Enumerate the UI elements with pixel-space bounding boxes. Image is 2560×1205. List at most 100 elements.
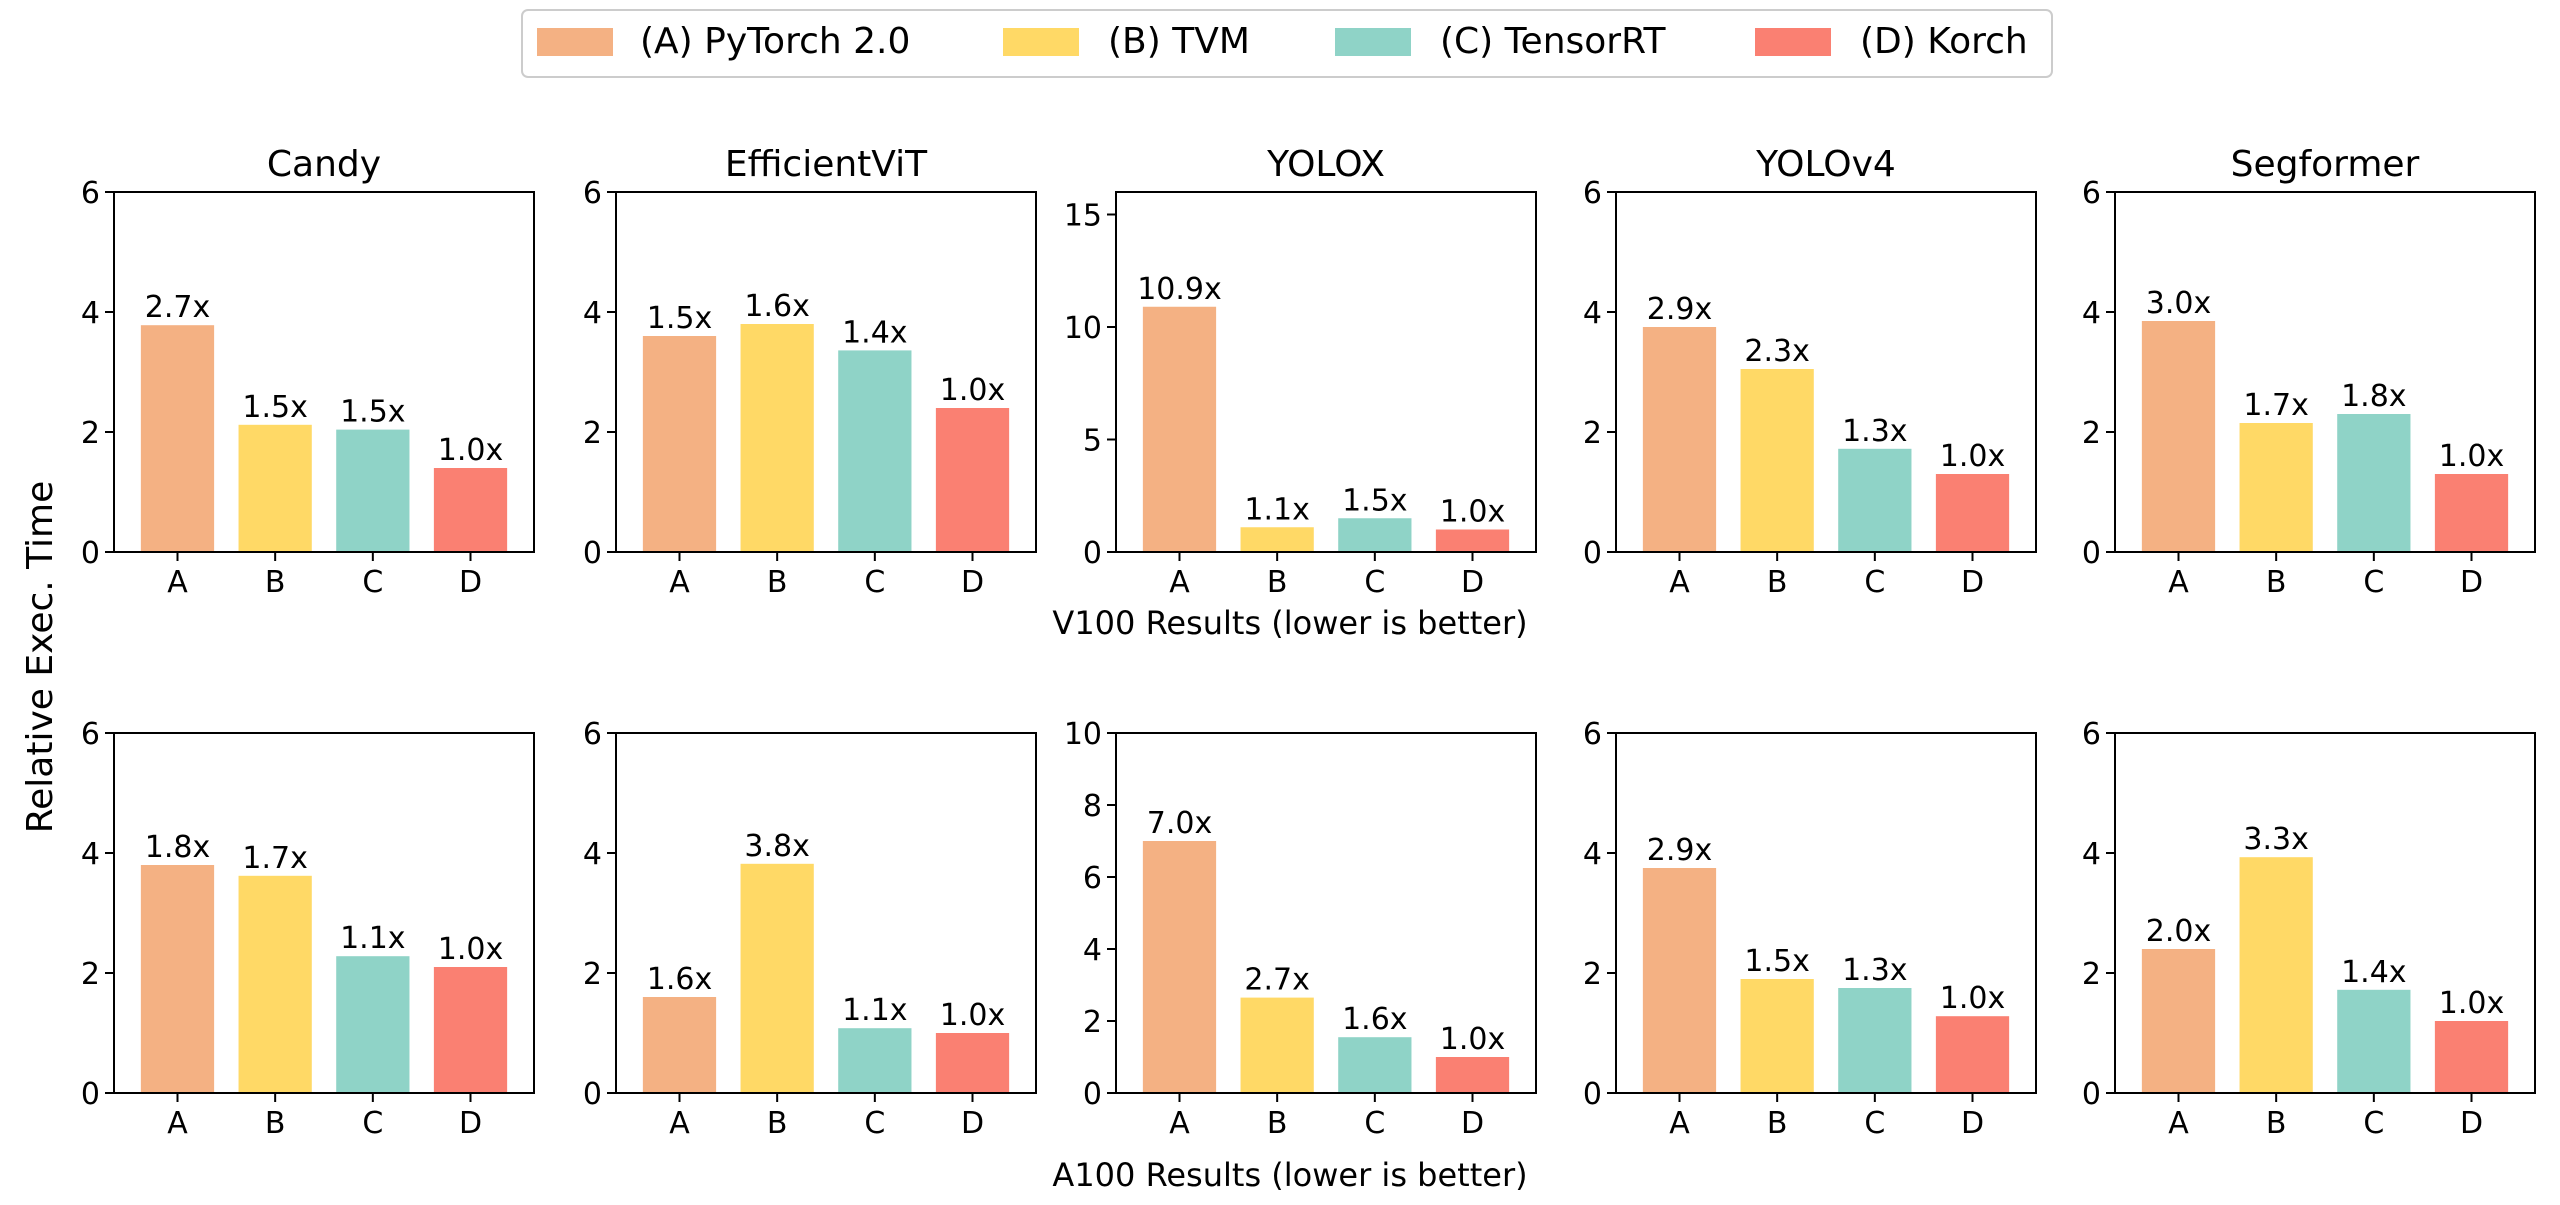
- bar-C: [1338, 1037, 1412, 1093]
- row-caption-v100: V100 Results (lower is better): [1052, 604, 1527, 642]
- bar-A: [1642, 327, 1717, 552]
- x-tick-label: D: [2460, 565, 2483, 600]
- legend-swatch-a: [537, 28, 613, 56]
- x-tick-label: A: [1669, 565, 1690, 600]
- bar-value-label: 1.5x: [242, 390, 307, 425]
- chart-panel-a100-3: 7.0x A 2.7x B 1.6x C 1.0x D 0 2 4 6 8 10: [1064, 717, 1537, 1141]
- chart-panel-v100-2: EfficientViT 1.5x A 1.6x B 1.4x C 1.0x D 0 2 4 6: [583, 144, 1037, 600]
- bar-value-label: 1.1x: [340, 921, 405, 956]
- bar-D: [1935, 1016, 2010, 1093]
- y-tick-label: 2: [2082, 416, 2101, 451]
- bar-D: [935, 408, 1010, 552]
- bar-value-label: 3.3x: [2243, 822, 2308, 857]
- x-tick-label: C: [362, 565, 383, 600]
- x-tick-label: D: [1461, 1106, 1484, 1141]
- y-tick-label: 6: [583, 717, 602, 752]
- x-tick-label: A: [669, 565, 690, 600]
- bar-value-label: 1.0x: [2439, 986, 2504, 1021]
- bar-value-label: 3.8x: [744, 829, 809, 864]
- y-tick-label: 6: [2082, 717, 2101, 752]
- axes-frame: [1115, 191, 1537, 553]
- bar-D: [1435, 1057, 1510, 1093]
- y-tick-label: 4: [583, 837, 602, 872]
- bar-value-label: 1.0x: [940, 373, 1005, 408]
- y-tick-label: 2: [1083, 1005, 1102, 1040]
- y-axis-label: Relative Exec. Time: [20, 481, 61, 834]
- y-tick-label: 0: [583, 1077, 602, 1112]
- legend-label-b: (B) TVM: [1108, 21, 1250, 62]
- x-tick-label: B: [1267, 565, 1288, 600]
- y-tick-label: 6: [81, 717, 100, 752]
- chart-panel-a100-4: 2.9x A 1.5x B 1.3x C 1.0x D 0 2 4 6: [1583, 717, 2037, 1141]
- x-tick-label: B: [1767, 565, 1788, 600]
- bar-A: [642, 336, 717, 552]
- bar-value-label: 3.0x: [2146, 286, 2211, 321]
- bar-value-label: 1.7x: [242, 841, 307, 876]
- y-tick-label: 6: [1583, 717, 1602, 752]
- x-tick-label: B: [1767, 1106, 1788, 1141]
- bar-value-label: 1.4x: [842, 315, 907, 350]
- legend: (A) PyTorch 2.0 (B) TVM (C) TensorRT (D)…: [521, 9, 2053, 78]
- y-tick-label: 15: [1064, 199, 1102, 234]
- y-tick-label: 6: [1583, 176, 1602, 211]
- x-tick-label: A: [167, 1106, 188, 1141]
- x-tick-label: D: [1961, 565, 1984, 600]
- x-tick-label: C: [864, 565, 885, 600]
- axes-frame: [113, 191, 535, 553]
- x-tick-label: D: [2460, 1106, 2483, 1141]
- bar-value-label: 1.3x: [1842, 414, 1907, 449]
- bar-value-label: 2.0x: [2146, 914, 2211, 949]
- bar-value-label: 1.0x: [1440, 1022, 1505, 1057]
- bar-value-label: 2.7x: [1244, 963, 1309, 998]
- bar-value-label: 1.6x: [1342, 1002, 1407, 1037]
- bar-A: [1642, 868, 1717, 1093]
- bar-C: [336, 429, 410, 552]
- x-tick-label: A: [1669, 1106, 1690, 1141]
- bar-D: [935, 1033, 1010, 1093]
- bar-D: [433, 468, 508, 552]
- y-tick-label: 2: [583, 416, 602, 451]
- bar-B: [740, 863, 814, 1093]
- y-tick-label: 0: [2082, 536, 2101, 571]
- x-tick-label: D: [961, 565, 984, 600]
- bar-value-label: 1.8x: [2341, 379, 2406, 414]
- x-tick-label: B: [767, 1106, 788, 1141]
- bar-value-label: 1.6x: [744, 289, 809, 324]
- y-tick-label: 5: [1083, 424, 1102, 459]
- x-tick-label: D: [459, 1106, 482, 1141]
- y-tick-label: 2: [81, 416, 100, 451]
- bar-C: [2337, 989, 2411, 1093]
- bar-value-label: 1.7x: [2243, 388, 2308, 423]
- y-tick-label: 4: [1083, 933, 1102, 968]
- x-tick-label: B: [2266, 1106, 2287, 1141]
- chart-panel-v100-5: Segformer 3.0x A 1.7x B 1.8x C 1.0x D 0 2 4 6: [2082, 144, 2536, 600]
- x-tick-label: B: [1267, 1106, 1288, 1141]
- x-tick-label: B: [265, 565, 286, 600]
- bar-value-label: 10.9x: [1137, 272, 1222, 307]
- bar-B: [2239, 423, 2313, 552]
- legend-swatch-c: [1335, 28, 1411, 56]
- y-tick-label: 6: [1083, 861, 1102, 896]
- bar-value-label: 1.0x: [438, 932, 503, 967]
- bar-value-label: 1.3x: [1842, 953, 1907, 988]
- bar-B: [740, 324, 814, 552]
- bar-A: [2141, 949, 2216, 1093]
- bar-value-label: 1.0x: [1940, 981, 2005, 1016]
- y-tick-label: 8: [1083, 789, 1102, 824]
- bar-B: [1240, 527, 1314, 552]
- x-tick-label: D: [1461, 565, 1484, 600]
- axes-frame: [615, 732, 1037, 1094]
- x-tick-label: D: [961, 1106, 984, 1141]
- bar-C: [1338, 518, 1412, 552]
- bar-B: [1240, 997, 1314, 1093]
- x-tick-label: C: [362, 1106, 383, 1141]
- bar-C: [1838, 988, 1912, 1093]
- y-tick-label: 0: [1083, 1077, 1102, 1112]
- y-tick-label: 6: [583, 176, 602, 211]
- y-tick-label: 2: [2082, 957, 2101, 992]
- bar-B: [2239, 857, 2313, 1093]
- bar-C: [2337, 414, 2411, 552]
- panel-title: Candy: [267, 144, 381, 185]
- bar-value-label: 1.5x: [1744, 944, 1809, 979]
